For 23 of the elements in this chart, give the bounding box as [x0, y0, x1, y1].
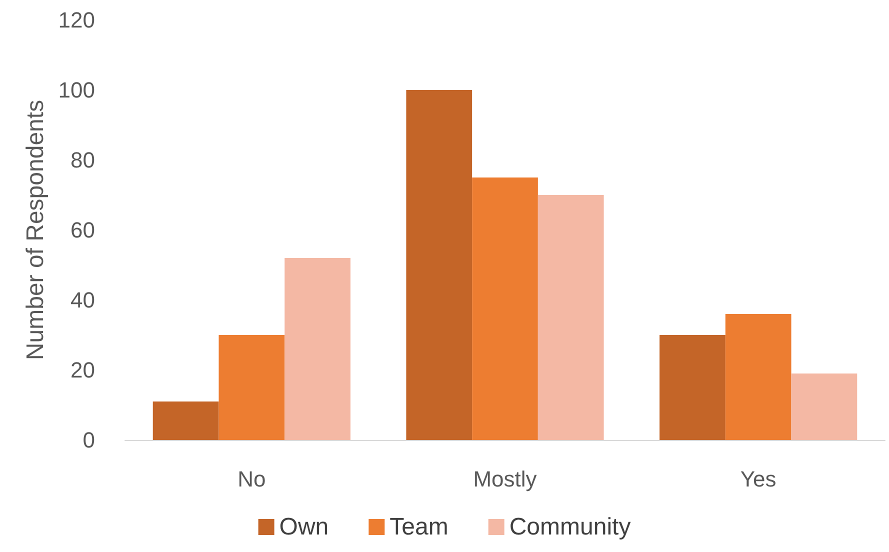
y-axis-title: Number of Respondents: [22, 100, 49, 360]
y-tick-label: 100: [58, 78, 95, 102]
y-tick-label: 120: [58, 8, 95, 32]
bar: [218, 335, 285, 440]
y-tick-label: 80: [70, 148, 95, 172]
x-tick-label: No: [238, 466, 266, 492]
legend-label: Own: [279, 514, 329, 540]
bar: [791, 374, 858, 440]
bar: [406, 90, 472, 440]
bar: [538, 195, 604, 440]
bar: [660, 335, 726, 440]
y-tick-label: 40: [70, 288, 95, 312]
legend-label: Team: [390, 514, 448, 540]
bar: [284, 258, 350, 440]
x-tick-label: Mostly: [473, 466, 537, 492]
bar: [152, 402, 219, 440]
y-tick-label: 20: [70, 358, 95, 382]
bar: [725, 314, 792, 440]
x-tick-label: Yes: [740, 466, 776, 492]
bar: [472, 178, 538, 440]
y-tick-label: 60: [70, 218, 95, 242]
legend-label: Community: [509, 514, 631, 540]
y-tick-label: 0: [82, 428, 95, 452]
